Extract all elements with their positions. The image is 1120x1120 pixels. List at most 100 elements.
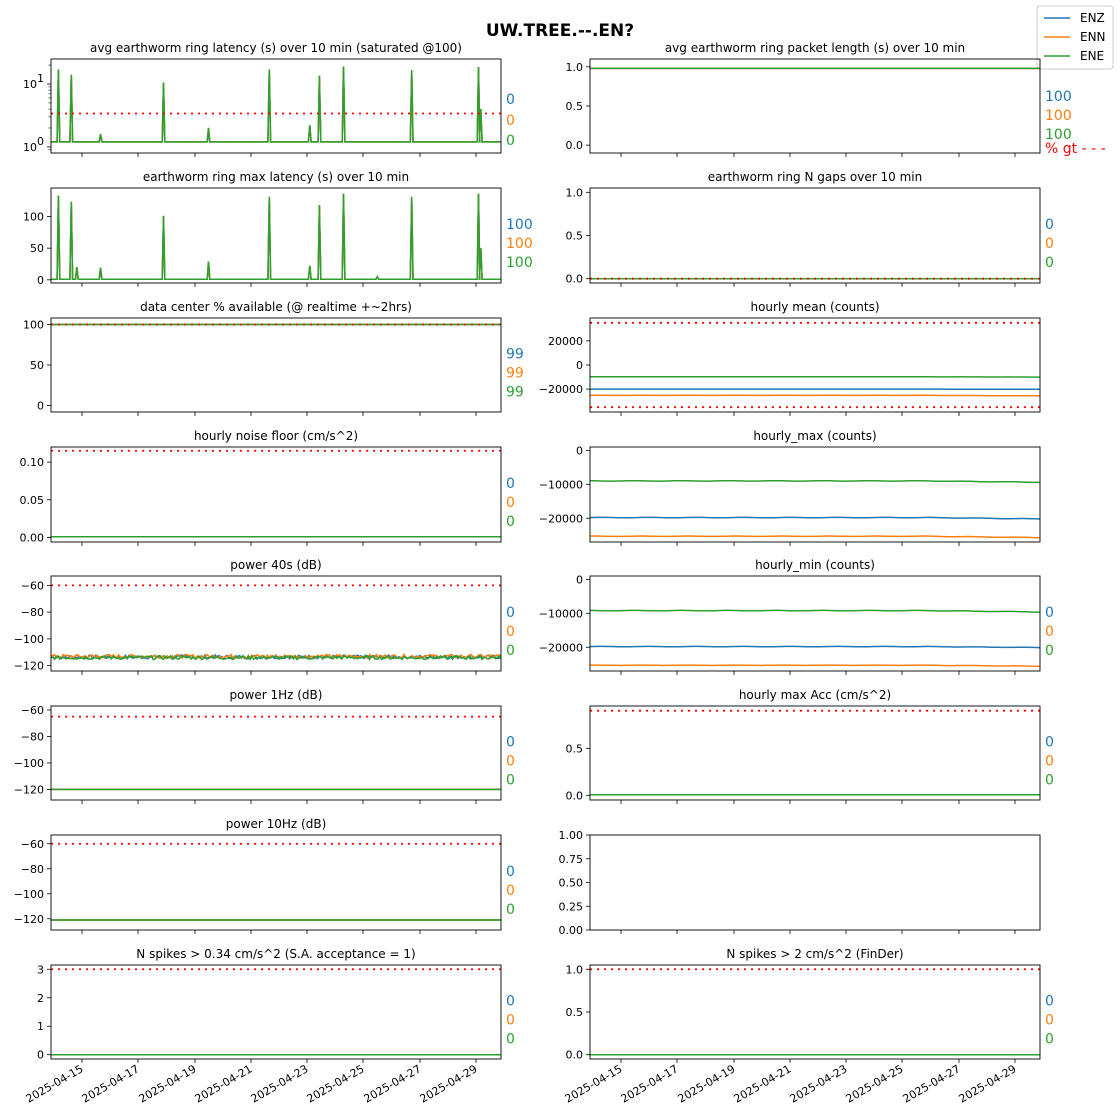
panel-title: hourly max Acc (cm/s^2): [739, 688, 891, 702]
panel-frame: [50, 964, 502, 1060]
y-tick-label: −60: [21, 579, 44, 592]
stat-value-ENZ: 100: [506, 217, 533, 233]
x-tick-label: 2025-04-29: [957, 1062, 1019, 1105]
y-tick-label: 0.0: [566, 1049, 584, 1062]
x-tick-label: 2025-04-17: [80, 1062, 142, 1105]
panel-title: N spikes > 0.34 cm/s^2 (S.A. acceptance …: [136, 947, 415, 961]
series-line-ENN: [51, 193, 501, 280]
y-tick-label: −80: [21, 730, 44, 743]
legend-label-ENN: ENN: [1080, 30, 1106, 44]
panel-frame: [589, 575, 1041, 672]
x-tick-label: 2025-04-25: [305, 1062, 367, 1105]
y-tick-label: −100: [14, 757, 44, 770]
stat-value-ENE: 0: [1045, 643, 1054, 659]
panel-title: earthworm ring N gaps over 10 min: [708, 170, 922, 184]
y-tick-label: 1.0: [566, 61, 584, 74]
stat-value-ENN: 0: [1045, 753, 1054, 769]
panel-frame: [589, 187, 1041, 284]
stat-value-ENE: 99: [506, 384, 524, 400]
series-line-ENE: [51, 654, 501, 661]
y-tick-label: −20000: [539, 641, 583, 654]
y-tick-label: −10000: [539, 478, 583, 491]
y-tick-label: 0.5: [566, 230, 584, 243]
y-tick-label: 0.05: [20, 494, 45, 507]
y-tick-label: −20000: [539, 383, 583, 396]
panel-frame: [50, 834, 502, 931]
panel-title: hourly_min (counts): [755, 558, 875, 572]
panel-spikes-034: N spikes > 0.34 cm/s^2 (S.A. acceptance …: [24, 947, 515, 1106]
y-tick-label: 50: [30, 242, 44, 255]
panel-n-gaps: earthworm ring N gaps over 10 min 0.0 0.5 1…: [566, 170, 1054, 287]
y-tick-label: 3: [37, 963, 44, 976]
y-tick-label: 0.0: [566, 273, 584, 286]
y-tick-label: 0.0: [566, 789, 584, 802]
legend: ENZ ENN ENE: [1036, 5, 1114, 70]
stat-value-ENN: 0: [1045, 1012, 1054, 1028]
y-tick-label: 0: [37, 400, 44, 413]
stat-value-ENN: 100: [1045, 108, 1072, 124]
stat-value-ENZ: 0: [506, 92, 515, 108]
stat-value-ENE: 0: [506, 643, 515, 659]
y-tick-exponent: 0: [37, 135, 44, 148]
stat-value-ENN: 100: [506, 236, 533, 252]
series-line-ENN: [590, 664, 1040, 668]
panel-frame: [589, 446, 1041, 543]
panel-plot-area: [51, 842, 501, 921]
series-line-ENE: [590, 479, 1040, 484]
x-tick-label: 2025-04-19: [676, 1062, 738, 1105]
panel-hourly-max-acc: hourly max Acc (cm/s^2) 0.0 0.5 0 0 0: [566, 688, 1054, 804]
panel-hourly-mean: hourly mean (counts) −20000 0 20000: [539, 300, 1041, 416]
panel-title: hourly mean (counts): [750, 300, 879, 314]
y-tick-label: 10: [23, 141, 37, 154]
stat-value-ENZ: 0: [1045, 217, 1054, 233]
y-tick-label: −120: [14, 783, 44, 796]
panel-spikes-2: N spikes > 2 cm/s^2 (FinDer) 0.0 0.5 1.0 0 0 0…: [563, 947, 1054, 1106]
series-line-ENE: [51, 193, 501, 280]
series-line-ENN: [51, 66, 501, 143]
stat-value-ENZ: 0: [506, 476, 515, 492]
panel-plot-area: [51, 193, 501, 280]
y-tick-label: 20000: [548, 335, 583, 348]
stat-value-ENZ: 100: [1045, 89, 1072, 105]
panel-title: data center % available (@ realtime +~2h…: [140, 300, 412, 314]
y-tick-label: 100: [23, 318, 44, 331]
series-line-ENZ: [51, 66, 501, 143]
panel-plot-area: [590, 709, 1040, 796]
x-tick-label: 2025-04-19: [137, 1062, 199, 1105]
stat-value-ENZ: 0: [1045, 605, 1054, 621]
x-tick-label: 2025-04-17: [619, 1062, 681, 1105]
series-line-ENN: [590, 394, 1040, 397]
stat-note: % gt - - -: [1045, 141, 1106, 157]
panel-frame: [50, 446, 502, 543]
y-tick-label: 0.0: [566, 139, 584, 152]
x-tick-label: 2025-04-15: [24, 1062, 86, 1105]
y-tick-label: −80: [21, 863, 44, 876]
panel-frame: [50, 705, 502, 801]
series-line-ENZ: [590, 516, 1040, 520]
y-tick-label: 1.0: [566, 186, 584, 199]
series-line-ENZ: [51, 193, 501, 280]
series-line-ENE: [51, 66, 501, 143]
stat-value-ENE: 0: [1045, 1031, 1054, 1047]
stat-value-ENN: 0: [506, 883, 515, 899]
stat-value-ENN: 0: [1045, 624, 1054, 640]
panel-frame: [50, 187, 502, 284]
panel-plot-area: [51, 449, 501, 538]
stat-value-ENE: 0: [1045, 772, 1054, 788]
panel-title: power 10Hz (dB): [226, 817, 327, 831]
panel-title: power 40s (dB): [230, 558, 321, 572]
y-tick-label: 1.00: [559, 829, 584, 842]
panel-title: earthworm ring max latency (s) over 10 m…: [143, 170, 409, 184]
y-tick-label: 0.75: [559, 853, 584, 866]
y-tick-label: 100: [23, 211, 44, 224]
series-line-ENE: [590, 609, 1040, 613]
y-tick-label: 0: [37, 1049, 44, 1062]
stat-value-ENZ: 99: [506, 346, 524, 362]
panel-latency-avg: avg earthworm ring latency (s) over 10 m…: [23, 41, 515, 157]
panel-frame: [50, 58, 502, 154]
stat-value-ENE: 100: [506, 255, 533, 271]
stat-value-ENN: 0: [506, 1012, 515, 1028]
stat-value-ENZ: 0: [506, 734, 515, 750]
stat-value-ENE: 0: [506, 514, 515, 530]
y-tick-label: 1: [37, 1020, 44, 1033]
